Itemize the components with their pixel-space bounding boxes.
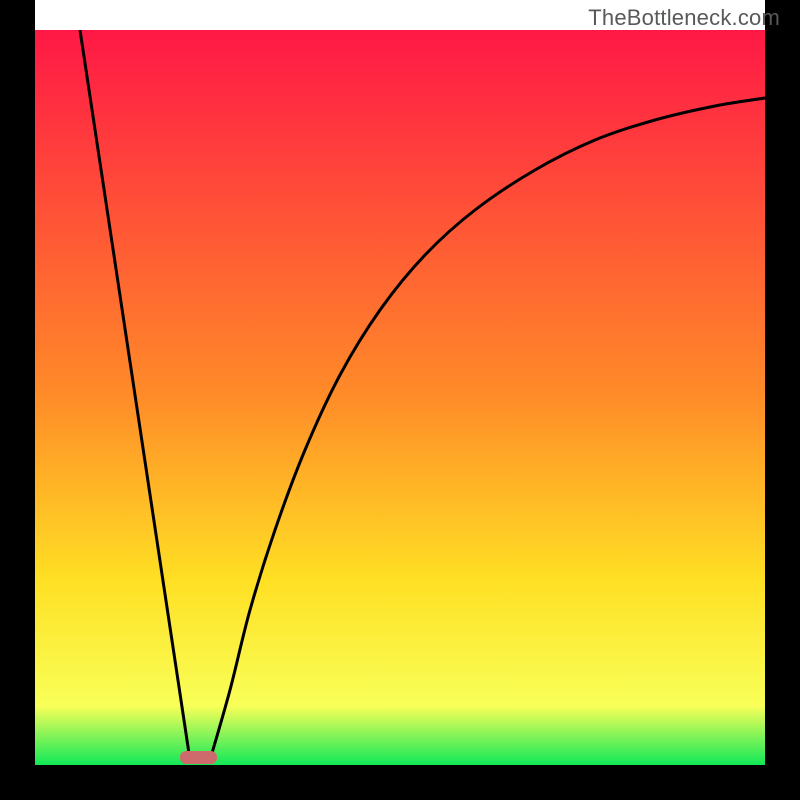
border-right (765, 0, 800, 800)
chart-container: TheBottleneck.com (0, 0, 800, 800)
plot-area (35, 30, 765, 765)
optimal-point-marker (180, 751, 217, 764)
border-bottom (0, 765, 800, 800)
bottleneck-curve (35, 30, 765, 765)
curve-right-segment (210, 98, 765, 760)
watermark-text: TheBottleneck.com (588, 5, 780, 31)
border-left (0, 0, 35, 800)
curve-left-segment (80, 30, 190, 760)
